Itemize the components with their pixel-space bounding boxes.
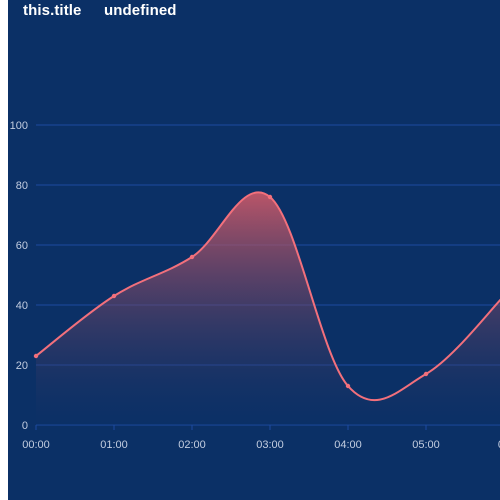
y-tick-label: 0 [22,420,28,432]
data-point-00:00 [33,353,39,359]
x-axis-ticks: 00:00 01:00 02:00 03:00 04:00 05:00 06 [22,425,500,451]
y-axis-ticks: 0 20 40 60 80 100 [10,120,28,432]
chart-title: this.title [23,2,82,19]
y-tick-label: 20 [16,360,28,372]
data-point-04:00 [345,383,351,389]
x-tick-label: 01:00 [100,439,128,451]
y-tick-label: 100 [10,120,28,132]
data-point-01:00 [111,293,117,299]
x-tick-label: 00:00 [22,439,50,451]
data-point-03:00 [267,194,273,200]
x-tick-label: 06 [498,439,500,451]
area-fill-layer [36,192,500,425]
series-area-0 [36,192,500,425]
data-point-02:00 [189,254,195,260]
y-tick-label: 40 [16,300,28,312]
data-points-layer [33,194,429,389]
x-tick-label: 04:00 [334,439,362,451]
y-tick-label: 80 [16,180,28,192]
x-tick-label: 02:00 [178,439,206,451]
y-tick-label: 60 [16,240,28,252]
x-tick-label: 05:00 [412,439,440,451]
chart-subtitle: undefined [104,2,177,19]
data-point-05:00 [423,371,429,377]
x-tick-label: 03:00 [256,439,284,451]
